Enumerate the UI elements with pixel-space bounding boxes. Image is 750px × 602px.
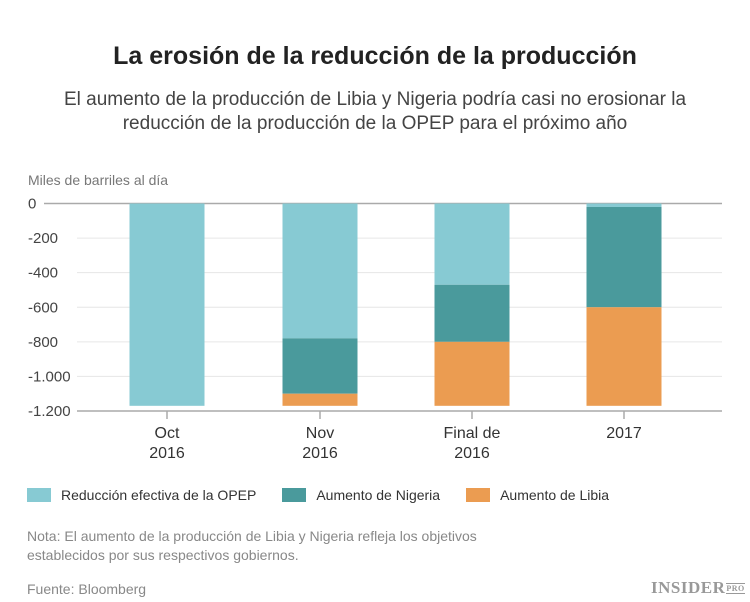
- y-axis-label: Miles de barriles al día: [28, 172, 169, 188]
- legend-label: Aumento de Nigeria: [316, 487, 441, 503]
- y-tick-label: -1.000: [28, 368, 71, 385]
- y-tick-label: -600: [28, 299, 58, 316]
- x-tick-label: Nov: [306, 425, 334, 442]
- legend-swatch: [27, 488, 51, 502]
- legend-item-libia: Aumento de Libia: [466, 487, 609, 503]
- x-tick-label: Final de: [444, 425, 501, 442]
- bar-segment-opep: [434, 203, 510, 285]
- legend-item-opep: Reducción efectiva de la OPEP: [27, 487, 256, 503]
- chart-subtitle: El aumento de la producción de Libia y N…: [63, 89, 687, 134]
- legend-label: Reducción efectiva de la OPEP: [61, 487, 257, 503]
- bar-segment-nigeria: [282, 338, 358, 394]
- bar-chart: 0 -200 -400 -600 -800 -1.000 -1.200 Oct 2016 Nov 2…: [28, 196, 722, 462]
- insider-pro-logo: INSIDERPRO: [651, 578, 745, 597]
- y-tick-label: -200: [28, 230, 58, 247]
- bar-segment-libia: [586, 307, 662, 406]
- x-tick-label: Oct: [155, 425, 180, 442]
- bar-segment-opep: [282, 203, 358, 339]
- bar-segment-libia: [282, 393, 358, 406]
- y-tick-label: 0: [28, 196, 36, 213]
- x-tick-label: 2016: [302, 445, 338, 462]
- bar-segment-opep: [586, 203, 662, 207]
- chart-title: La erosión de la reducción de la producc…: [113, 42, 637, 70]
- bar-segment-libia: [434, 341, 510, 406]
- legend-swatch: [466, 488, 491, 502]
- x-tick-label: 2016: [454, 445, 490, 462]
- y-tick-label: -400: [28, 265, 58, 282]
- legend-swatch: [282, 488, 307, 502]
- bar-segment-opep: [129, 203, 205, 406]
- legend: Reducción efectiva de la OPEP Aumento de…: [27, 487, 635, 503]
- legend-item-nigeria: Aumento de Nigeria: [282, 487, 440, 503]
- footnote: Nota: El aumento de la producción de Lib…: [27, 528, 477, 563]
- x-tick-label: 2016: [149, 445, 185, 462]
- y-tick-label: -1.200: [28, 403, 71, 420]
- bar-segment-nigeria: [434, 284, 510, 342]
- source: Fuente: Bloomberg: [27, 581, 147, 597]
- x-tick-label: 2017: [606, 425, 642, 442]
- bar-segment-nigeria: [586, 206, 662, 308]
- y-tick-label: -800: [28, 334, 58, 351]
- legend-label: Aumento de Libia: [500, 487, 610, 503]
